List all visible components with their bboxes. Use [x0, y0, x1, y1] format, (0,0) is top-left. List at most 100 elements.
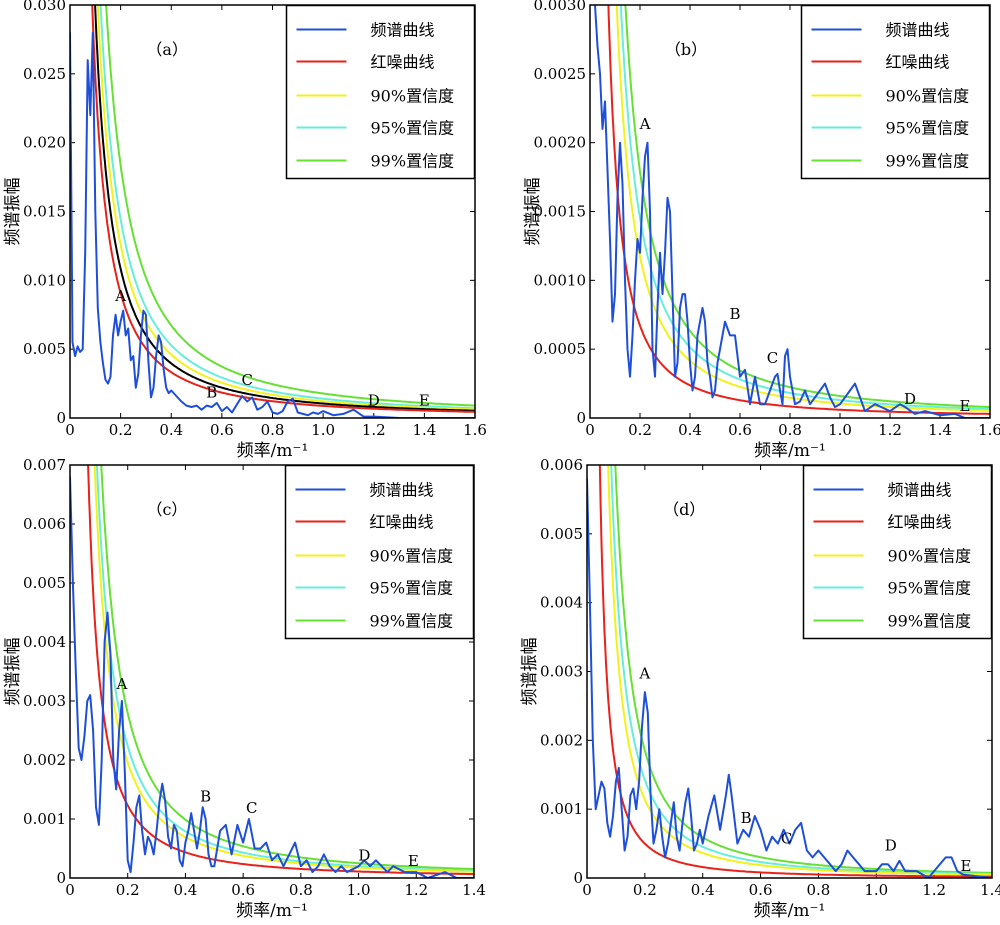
- y-tick-label: 0.004: [23, 633, 66, 651]
- y-tick-label: 0: [576, 409, 586, 427]
- x-tick-label: 1.4: [980, 881, 1000, 899]
- x-tick-label: 0.4: [173, 881, 197, 899]
- c99-curve: [614, 465, 992, 874]
- legend-entry: 95%置信度: [886, 119, 970, 138]
- x-tick-label: 0: [65, 421, 75, 439]
- peak-label: B: [206, 383, 217, 401]
- y-tick-label: 0.004: [540, 594, 583, 612]
- chart-panel: 0 0.001 0.002 0.003 0.004 0.005 0.006 0.007 0 0.2…: [3, 456, 486, 921]
- peak-label: C: [781, 830, 792, 848]
- spectrum-curve: [594, 5, 990, 418]
- legend-box: [800, 4, 991, 180]
- x-tick-label: 0.6: [749, 881, 773, 899]
- y-tick-label: 0.002: [540, 731, 583, 749]
- x-tick-label: 1.6: [978, 421, 1000, 439]
- y-tick-label: 0.006: [540, 456, 583, 474]
- c95-curve: [95, 465, 474, 872]
- spectrum-curve: [70, 476, 474, 878]
- legend-entry: 频谱曲线: [886, 21, 950, 40]
- x-tick-label: 1.0: [864, 881, 888, 899]
- peak-label: E: [960, 397, 971, 415]
- x-tick-label: 1.2: [362, 421, 386, 439]
- x-tick-label: 0.8: [289, 881, 313, 899]
- x-tick-label: 1.0: [828, 421, 852, 439]
- red-noise-curve: [87, 465, 474, 876]
- peak-label: C: [767, 349, 778, 367]
- y-tick-label: 0.003: [540, 663, 583, 681]
- y-axis-label: 频谱振幅: [520, 638, 540, 706]
- c95-curve: [610, 465, 992, 875]
- y-tick-label: 0.010: [23, 271, 66, 289]
- x-tick-label: 1.4: [928, 421, 952, 439]
- c95-curve: [619, 5, 990, 411]
- x-tick-label: 1.2: [922, 881, 946, 899]
- panel-label: （c）: [146, 500, 187, 519]
- y-tick-label: 0.0015: [534, 203, 587, 221]
- peak-label: A: [638, 664, 650, 682]
- legend-entry: 频谱曲线: [370, 481, 434, 500]
- x-tick-label: 0.2: [109, 421, 133, 439]
- y-tick-label: 0.005: [23, 340, 66, 358]
- x-tick-label: 1.2: [404, 881, 428, 899]
- x-tick-label: 0.4: [678, 421, 702, 439]
- y-tick-label: 0.020: [23, 134, 66, 152]
- y-tick-label: 0.003: [23, 692, 66, 710]
- legend-entry: 频谱曲线: [371, 21, 435, 40]
- legend-entry: 99%置信度: [371, 152, 455, 171]
- legend-entry: 99%置信度: [888, 612, 972, 631]
- y-tick-label: 0.0010: [534, 271, 587, 289]
- c90-curve: [96, 5, 475, 411]
- legend-entry: 95%置信度: [370, 579, 454, 598]
- peak-label: B: [741, 809, 752, 827]
- peak-label: E: [960, 857, 971, 875]
- peak-label: C: [241, 371, 252, 389]
- panel-label: （a）: [146, 40, 188, 59]
- c90-curve: [607, 465, 992, 876]
- y-tick-label: 0.015: [23, 203, 66, 221]
- chart-panel: 0 0.0005 0.0010 0.0015 0.0020 0.0025 0.0030 0 0.…: [523, 0, 1000, 461]
- y-axis-label: 频谱振幅: [523, 178, 543, 246]
- y-tick-label: 0: [573, 869, 583, 887]
- spectrum-curve: [587, 478, 992, 878]
- y-tick-label: 0.0030: [534, 0, 587, 14]
- y-tick-label: 0.006: [23, 515, 66, 533]
- legend-box: [285, 4, 476, 180]
- x-axis-label: 频率/m⁻¹: [237, 441, 309, 461]
- red-noise-curve: [607, 5, 990, 415]
- x-tick-label: 1.2: [878, 421, 902, 439]
- y-tick-label: 0: [56, 409, 66, 427]
- panel-label: （d）: [663, 500, 705, 519]
- legend-entry: 频谱曲线: [888, 481, 952, 500]
- c95-curve: [99, 5, 475, 410]
- x-axis-label: 频率/m⁻¹: [236, 901, 308, 921]
- peak-label: D: [904, 390, 916, 408]
- x-tick-label: 0: [582, 881, 592, 899]
- peak-label: C: [246, 799, 257, 817]
- x-tick-label: 0.2: [628, 421, 652, 439]
- y-tick-label: 0.0005: [534, 340, 587, 358]
- x-tick-label: 0: [585, 421, 595, 439]
- x-tick-label: 0: [65, 881, 75, 899]
- x-tick-label: 0.8: [261, 421, 285, 439]
- peak-label: E: [419, 392, 430, 410]
- plot-frame: [589, 4, 991, 419]
- legend-box: [284, 464, 475, 640]
- x-tick-label: 0.2: [116, 881, 140, 899]
- legend-entry: 99%置信度: [370, 612, 454, 631]
- chart-panel: 0 0.001 0.002 0.003 0.004 0.005 0.006 0 0.2 0.4 0.…: [520, 456, 1000, 921]
- x-tick-label: 0.2: [633, 881, 657, 899]
- legend-entry: 红噪曲线: [886, 53, 950, 72]
- x-tick-label: 0.8: [778, 421, 802, 439]
- legend-entry: 红噪曲线: [371, 53, 435, 72]
- y-tick-label: 0.0020: [534, 134, 587, 152]
- red-noise-curve: [91, 5, 475, 413]
- y-tick-label: 0: [56, 869, 66, 887]
- x-tick-label: 1.4: [462, 881, 486, 899]
- x-axis-label: 频率/m⁻¹: [754, 441, 826, 461]
- peak-label: A: [116, 675, 128, 693]
- plot-frame: [69, 4, 476, 419]
